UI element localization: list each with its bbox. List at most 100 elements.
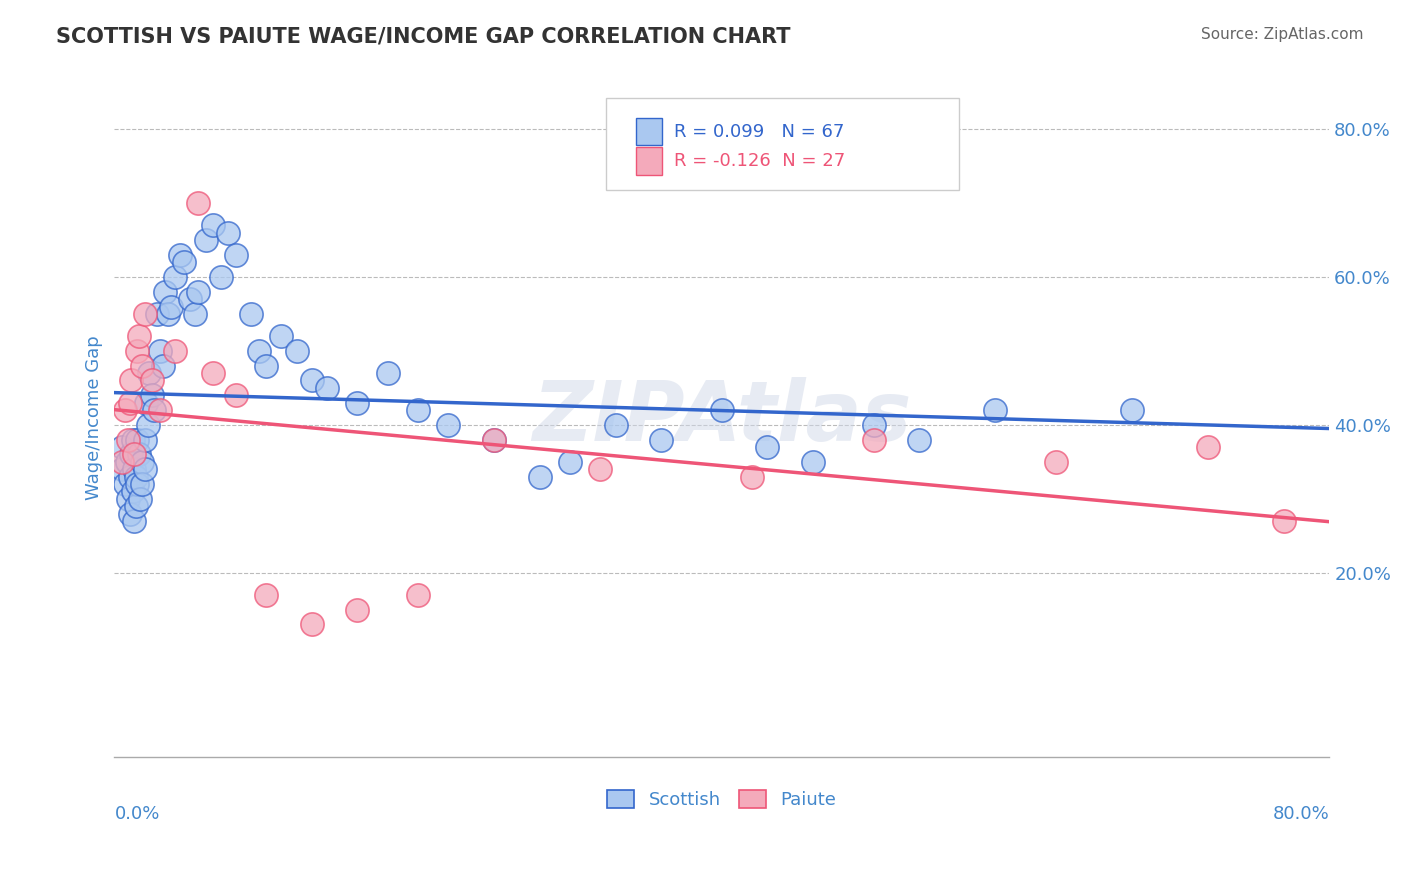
Point	[165, 343, 187, 358]
Point	[152, 359, 174, 373]
Point	[710, 403, 733, 417]
Point	[122, 514, 145, 528]
Point	[482, 433, 505, 447]
Point	[529, 469, 551, 483]
Point	[301, 617, 323, 632]
Point	[1197, 440, 1219, 454]
Point	[114, 477, 136, 491]
Point	[128, 447, 150, 461]
Point	[406, 403, 429, 417]
Point	[134, 462, 156, 476]
Point	[111, 440, 134, 454]
Point	[159, 300, 181, 314]
Point	[131, 359, 153, 373]
Point	[118, 507, 141, 521]
Point	[270, 329, 292, 343]
Point	[225, 388, 247, 402]
Point	[184, 307, 207, 321]
Point	[187, 196, 209, 211]
Point	[316, 381, 339, 395]
Point	[141, 374, 163, 388]
Point	[117, 491, 139, 506]
Point	[589, 462, 612, 476]
Point	[146, 307, 169, 321]
FancyBboxPatch shape	[636, 147, 662, 175]
Point	[984, 403, 1007, 417]
Text: 80.0%: 80.0%	[1272, 805, 1329, 823]
Point	[1121, 403, 1143, 417]
Point	[202, 219, 225, 233]
Point	[346, 602, 368, 616]
Point	[111, 455, 134, 469]
Point	[650, 433, 672, 447]
Point	[114, 403, 136, 417]
Point	[115, 455, 138, 469]
Point	[377, 366, 399, 380]
Point	[124, 499, 146, 513]
Text: Source: ZipAtlas.com: Source: ZipAtlas.com	[1201, 27, 1364, 42]
Point	[254, 359, 277, 373]
Point	[128, 329, 150, 343]
Text: R = 0.099   N = 67: R = 0.099 N = 67	[675, 123, 845, 141]
Point	[194, 233, 217, 247]
Point	[138, 366, 160, 380]
Point	[121, 484, 143, 499]
Point	[741, 469, 763, 483]
Point	[908, 433, 931, 447]
Point	[217, 226, 239, 240]
Point	[136, 417, 159, 432]
Point	[135, 395, 157, 409]
Point	[153, 285, 176, 299]
Point	[482, 433, 505, 447]
Point	[121, 433, 143, 447]
Point	[254, 588, 277, 602]
Text: R = -0.126  N = 27: R = -0.126 N = 27	[675, 152, 845, 170]
Point	[129, 491, 152, 506]
Point	[165, 270, 187, 285]
Point	[141, 388, 163, 402]
Point	[131, 455, 153, 469]
Point	[862, 417, 884, 432]
Point	[127, 477, 149, 491]
Point	[406, 588, 429, 602]
Point	[346, 395, 368, 409]
Point	[179, 292, 201, 306]
Point	[111, 462, 134, 476]
Point	[122, 462, 145, 476]
Point	[120, 374, 142, 388]
Point	[801, 455, 824, 469]
Point	[149, 343, 172, 358]
Legend: Scottish, Paiute: Scottish, Paiute	[600, 782, 844, 816]
Text: ZIPAtlas: ZIPAtlas	[531, 377, 911, 458]
Y-axis label: Wage/Income Gap: Wage/Income Gap	[86, 335, 103, 500]
Text: 0.0%: 0.0%	[114, 805, 160, 823]
FancyBboxPatch shape	[606, 98, 959, 190]
Point	[118, 469, 141, 483]
Point	[285, 343, 308, 358]
Point	[124, 469, 146, 483]
Point	[558, 455, 581, 469]
Text: SCOTTISH VS PAIUTE WAGE/INCOME GAP CORRELATION CHART: SCOTTISH VS PAIUTE WAGE/INCOME GAP CORRE…	[56, 27, 790, 46]
FancyBboxPatch shape	[636, 119, 662, 145]
Point	[1045, 455, 1067, 469]
Point	[131, 477, 153, 491]
Point	[209, 270, 232, 285]
Point	[169, 248, 191, 262]
Point	[134, 433, 156, 447]
Point	[247, 343, 270, 358]
Point	[301, 374, 323, 388]
Point	[1272, 514, 1295, 528]
Point	[149, 403, 172, 417]
Point	[862, 433, 884, 447]
Point	[156, 307, 179, 321]
Point	[117, 433, 139, 447]
Point	[605, 417, 627, 432]
Point	[127, 343, 149, 358]
Point	[225, 248, 247, 262]
Point	[187, 285, 209, 299]
Point	[142, 403, 165, 417]
Point	[437, 417, 460, 432]
Point	[173, 255, 195, 269]
Point	[127, 433, 149, 447]
Point	[202, 366, 225, 380]
